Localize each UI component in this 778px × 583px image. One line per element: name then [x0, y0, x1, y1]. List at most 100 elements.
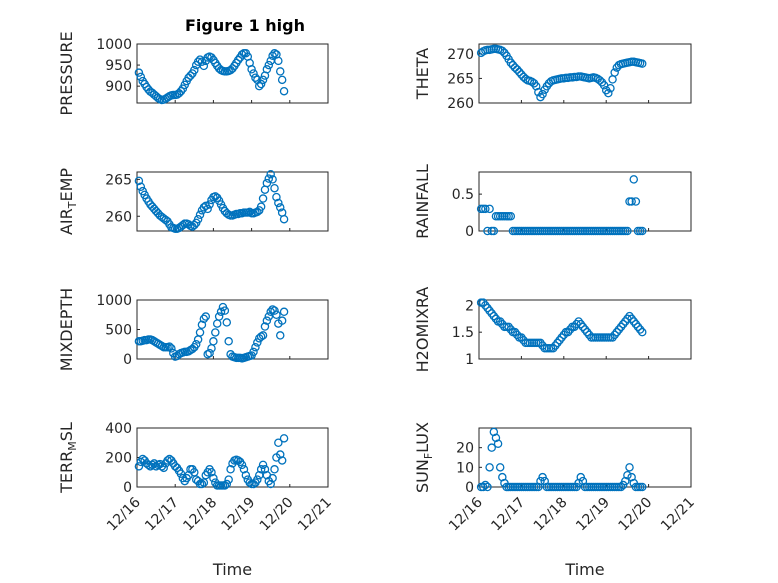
y-tick-label: 20: [456, 441, 474, 457]
data-point: [191, 339, 201, 349]
data-point: [631, 197, 641, 206]
data-point: [637, 327, 647, 337]
data-point: [134, 462, 144, 471]
y-tick-label: 1000: [96, 37, 132, 53]
data-point: [209, 473, 218, 483]
data-point: [197, 479, 207, 489]
y-tick-label: 1.5: [452, 325, 474, 341]
data-point: [220, 481, 230, 490]
data-point: [275, 450, 285, 459]
data-point: [610, 68, 619, 77]
data-point: [491, 314, 501, 324]
x-tick-label: 12/17: [142, 495, 182, 535]
data-point: [247, 65, 256, 74]
figure-title: Figure 1 high: [185, 16, 305, 35]
y-axis-label: SUNFLUX: [413, 422, 435, 493]
y-tick-label: 0.5: [452, 187, 474, 203]
data-point: [134, 176, 144, 186]
data-point: [506, 58, 516, 67]
axes-pressure: 900 950 1000 PRESSURE: [57, 31, 329, 116]
x-tick-label: 12/19: [219, 495, 259, 535]
x-tick-label: 12/18: [531, 495, 571, 535]
data-point: [504, 322, 513, 332]
data-point: [211, 328, 220, 337]
data-point: [237, 50, 247, 59]
data-point: [165, 342, 174, 351]
y-tick-label: 0: [465, 224, 474, 240]
data-point: [268, 473, 277, 483]
data-point: [274, 198, 283, 208]
data-point: [565, 325, 575, 334]
y-tick-label: 270: [447, 47, 474, 63]
data-point: [270, 306, 279, 315]
y-tick-label: 265: [105, 172, 132, 188]
y-axis-label: TERRMSL: [57, 422, 79, 494]
data-point: [633, 322, 643, 332]
y-axis-label: AIRTEMP: [57, 168, 79, 235]
data-point: [277, 456, 287, 465]
data-point: [193, 214, 203, 224]
data-point: [136, 72, 146, 82]
data-point: [515, 67, 524, 77]
data-point: [262, 178, 272, 188]
data-point: [279, 214, 289, 224]
data-point: [538, 89, 547, 99]
data-point: [563, 327, 573, 337]
data-point: [203, 350, 212, 359]
data-point: [216, 307, 226, 317]
y-tick-label: 10: [456, 460, 474, 476]
data-point: [553, 338, 562, 348]
y-tick-label: 0: [123, 480, 132, 496]
y-tick-label: 265: [447, 71, 474, 87]
data-point: [241, 470, 251, 480]
data-point: [226, 465, 235, 474]
data-point: [618, 319, 628, 329]
y-tick-label: 200: [105, 451, 132, 467]
y-tick-label: 1000: [96, 293, 132, 309]
data-point: [176, 469, 186, 478]
data-point: [222, 318, 232, 327]
data-point: [268, 51, 277, 61]
data-point: [483, 303, 492, 313]
data-point: [557, 333, 566, 342]
data-point: [498, 46, 507, 56]
data-point: [272, 310, 281, 319]
data-point: [274, 56, 283, 66]
data-point: [249, 69, 258, 78]
data-point: [277, 316, 287, 325]
data-point: [251, 342, 260, 352]
data-point: [616, 482, 626, 492]
data-point: [625, 311, 634, 321]
data-point: [262, 65, 272, 74]
data-point: [270, 465, 279, 474]
x-tick-label: 12/20: [616, 495, 656, 535]
data-point: [625, 463, 634, 472]
data-point: [254, 81, 264, 91]
data-point: [272, 192, 281, 202]
data-point: [481, 204, 490, 214]
data-point: [205, 348, 214, 358]
data-point: [256, 79, 266, 89]
axes-h2omixra: 1 1.5 2 H2OMIXRA: [413, 287, 692, 372]
data-point: [279, 307, 289, 317]
data-point: [264, 60, 274, 70]
data-point: [260, 465, 270, 474]
data-point: [510, 63, 520, 72]
axes-air-temp: 260 265 AIRTEMP: [57, 168, 329, 235]
data-point: [264, 174, 274, 183]
data-point: [536, 338, 545, 348]
data-point: [623, 226, 632, 236]
data-point: [258, 194, 268, 203]
data-point: [483, 482, 492, 492]
data-point: [489, 311, 499, 321]
data-point: [274, 438, 283, 447]
data-point: [134, 68, 144, 77]
data-point: [489, 226, 499, 236]
x-tick-label: 12/21: [658, 495, 698, 535]
x-tick-label: 12/16: [104, 494, 144, 534]
data-point: [268, 175, 277, 184]
data-point: [195, 328, 205, 337]
data-point: [508, 60, 518, 70]
data-point: [576, 319, 586, 329]
